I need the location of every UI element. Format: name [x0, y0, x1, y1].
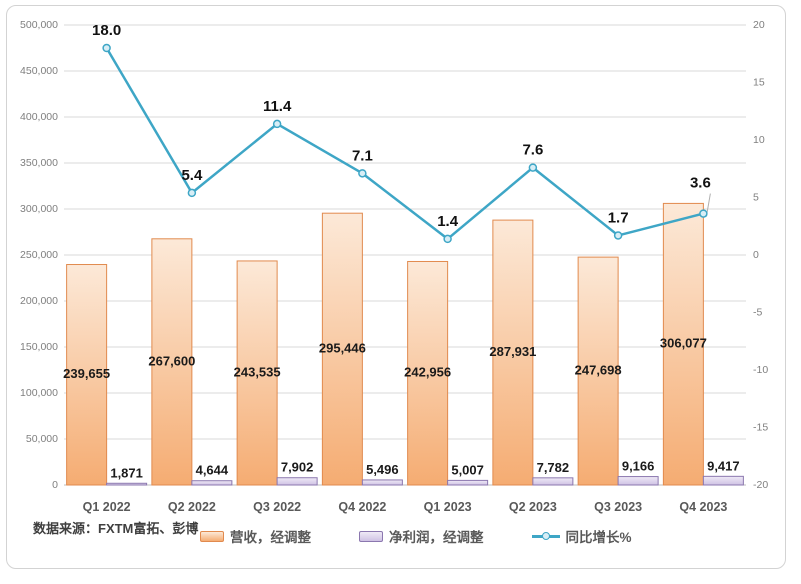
left-axis-tick-label: 0	[52, 479, 58, 491]
right-axis-tick-label: -5	[753, 306, 762, 318]
net-profit-bar	[447, 479, 489, 486]
net-profit-data-label: 7,782	[537, 460, 570, 475]
category-axis-labels: Q1 2022 Q2 2022 Q3 2022 Q4 2022 Q1 2023 Q2 20…	[83, 500, 728, 514]
growth-marker	[443, 234, 452, 244]
growth-data-label: 7.6	[522, 142, 543, 159]
net-profit-data-label: 7,902	[281, 460, 314, 475]
category-label: Q2 2022	[168, 500, 216, 514]
left-axis-tick-label: 400,000	[20, 111, 58, 123]
left-axis-tick-label: 200,000	[20, 295, 58, 307]
right-axis-tick-label: -20	[753, 479, 768, 491]
net-profit-bar	[702, 475, 744, 486]
legend-item-net-profit: 净利润，经调整	[359, 526, 484, 546]
growth-marker	[699, 209, 708, 218]
legend-label-revenue: 营收，经调整	[230, 530, 311, 545]
right-axis-tick-label: 15	[753, 76, 765, 88]
net-profit-bar	[191, 480, 233, 486]
net-profit-data-labels: 1,871 4,644 7,902 5,496 5,007 7,782 9,166 9,417	[110, 458, 739, 480]
revenue-data-label: 239,655	[63, 366, 110, 381]
growth-marker	[528, 163, 538, 172]
growth-data-label: 1.7	[608, 209, 629, 226]
left-axis-tick-label: 350,000	[20, 157, 58, 169]
growth-line-series	[102, 43, 711, 244]
category-label: Q3 2023	[594, 500, 642, 514]
legend-item-growth: 同比增长%	[531, 526, 632, 546]
category-label: Q2 2023	[509, 500, 557, 514]
growth-data-label: 11.4	[263, 98, 292, 115]
net-profit-bar	[276, 477, 318, 486]
growth-marker	[102, 43, 111, 53]
revenue-data-label: 247,698	[575, 362, 622, 377]
right-axis-tick-label: -10	[753, 364, 768, 376]
category-label: Q1 2022	[83, 500, 131, 514]
net-profit-bar	[361, 479, 403, 486]
revenue-data-label: 287,931	[489, 344, 536, 359]
net-profit-bar	[532, 477, 574, 486]
category-label: Q1 2023	[424, 500, 472, 514]
revenue-swatch-icon	[200, 530, 224, 542]
growth-line-swatch-icon	[531, 530, 560, 542]
right-axis-tick-label: 10	[753, 134, 765, 146]
revenue-bar	[151, 238, 193, 486]
right-axis-tick-label: -15	[753, 421, 768, 433]
revenue-data-label: 306,077	[660, 336, 707, 351]
revenue-data-labels: 239,655 267,600 243,535 295,446 242,956 287,9…	[63, 336, 707, 382]
growth-marker	[613, 231, 623, 240]
revenue-bar	[66, 264, 108, 486]
net-profit-data-label: 9,417	[707, 458, 740, 473]
left-axis-tick-label: 250,000	[20, 249, 58, 261]
right-axis-tick-label: 0	[753, 249, 759, 261]
category-label: Q3 2022	[253, 500, 301, 514]
category-label: Q4 2023	[679, 500, 727, 514]
net-profit-bar	[106, 482, 148, 486]
left-axis-tick-label: 100,000	[20, 387, 58, 399]
left-axis-tick-label: 150,000	[20, 341, 58, 353]
growth-marker	[187, 188, 197, 198]
right-axis-ticks: -20 -15 -10 -5 0 5 10 15 20	[753, 19, 768, 491]
revenue-data-label: 242,956	[404, 365, 451, 380]
net-profit-data-label: 4,644	[196, 463, 229, 478]
legend-item-revenue: 营收，经调整	[200, 526, 311, 546]
legend-label-growth: 同比增长%	[565, 530, 632, 545]
left-axis-tick-label: 300,000	[20, 203, 58, 215]
revenue-bar	[577, 256, 619, 486]
revenue-bar	[236, 260, 278, 486]
growth-data-label: 18.0	[92, 22, 121, 39]
revenue-bar	[407, 260, 449, 486]
growth-marker	[272, 119, 282, 129]
right-axis-tick-label: 20	[753, 19, 765, 31]
net-profit-data-label: 1,871	[110, 465, 143, 480]
growth-marker	[358, 169, 367, 178]
revenue-data-label: 295,446	[319, 341, 366, 356]
revenue-bar	[492, 219, 534, 486]
left-axis-tick-label: 500,000	[20, 19, 58, 31]
revenue-bars	[66, 202, 704, 486]
net-profit-bar	[617, 476, 659, 486]
chart-legend: 营收，经调整 净利润，经调整 同比增长%	[200, 526, 632, 546]
net-profit-data-label: 5,007	[451, 462, 484, 477]
growth-data-label: 3.6	[690, 175, 711, 192]
left-axis-tick-label: 50,000	[26, 433, 58, 445]
revenue-data-label: 267,600	[148, 353, 195, 368]
revenue-bar	[321, 212, 363, 486]
growth-line	[105, 46, 705, 241]
growth-data-label: 1.4	[437, 213, 459, 230]
net-profit-swatch-icon	[359, 530, 383, 542]
net-profit-bars	[106, 475, 744, 486]
net-profit-data-label: 5,496	[366, 462, 399, 477]
revenue-data-label: 243,535	[234, 364, 281, 379]
left-axis-ticks: 0 50,000 100,000 150,000 200,000 250,000 300,0…	[20, 19, 58, 491]
revenue-bar	[662, 202, 704, 486]
legend-label-net-profit: 净利润，经调整	[389, 530, 484, 545]
source-note: 数据来源：FXTM富拓、彭博	[33, 521, 199, 536]
growth-data-label: 7.1	[352, 147, 373, 164]
growth-data-labels: 18.0 5.4 11.4 7.1 1.4 7.6 1.7 3.6	[92, 22, 711, 230]
growth-data-label: 5.4	[181, 167, 203, 184]
left-axis-tick-label: 450,000	[20, 65, 58, 77]
net-profit-data-label: 9,166	[622, 459, 655, 474]
category-label: Q4 2022	[338, 500, 386, 514]
right-axis-tick-label: 5	[753, 191, 759, 203]
